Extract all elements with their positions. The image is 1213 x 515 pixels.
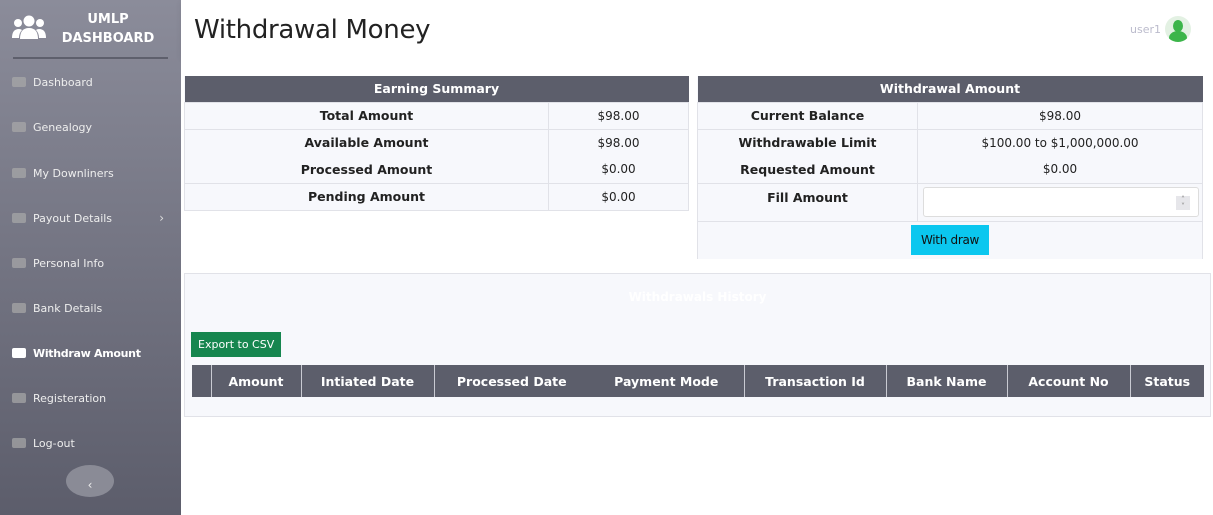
brand: UMLP DASHBOARD [0, 0, 181, 58]
withdrawals-history-title: Withdrawals History [628, 290, 767, 304]
main-content: Earning Summary Total Amount $98.00 Avail… [181, 57, 1213, 515]
row-value: $100.00 to $1,000,000.00 [917, 129, 1203, 156]
hierarchy-icon [12, 168, 26, 178]
withdrawal-amount-table: Withdrawal Amount Current Balance $98.00 … [697, 76, 1203, 259]
row-label: Available Amount [184, 129, 549, 156]
sitemap-icon [12, 122, 26, 132]
sidebar-item-label: Log-out [33, 436, 75, 450]
sidebar-item-label: Personal Info [33, 256, 105, 270]
money-icon [12, 213, 26, 223]
table-row: Withdrawable Limit $100.00 to $1,000,000.… [697, 129, 1203, 156]
chevron-right-icon: › [159, 211, 164, 225]
sidebar-item-label: Registeration [33, 391, 107, 405]
column-header-select [192, 365, 211, 397]
sidebar-item-withdraw-amount[interactable]: Withdraw Amount [12, 343, 172, 363]
row-value: $98.00 [548, 129, 689, 156]
user-icon [12, 258, 26, 268]
sidebar-item-label: Withdraw Amount [33, 346, 141, 360]
username[interactable]: user1 [1130, 23, 1161, 36]
table-row: Processed Amount $0.00 [184, 156, 689, 183]
table-row: Available Amount $98.00 [184, 129, 689, 156]
sidebar-item-label: My Downliners [33, 166, 114, 180]
collapse-sidebar-button[interactable]: ‹ [66, 465, 114, 497]
divider [13, 57, 168, 59]
sidebar-item-personal-info[interactable]: Personal Info [12, 253, 172, 273]
header: Withdrawal Money user1 [181, 0, 1213, 57]
number-spinner-icon[interactable]: ˄ ˅ [1176, 196, 1190, 211]
row-label: Requested Amount [697, 156, 918, 183]
sidebar-item-bank-details[interactable]: Bank Details [12, 298, 172, 318]
column-header-payment-mode[interactable]: Payment Mode [589, 365, 744, 397]
withdrawals-history-panel: Withdrawals History Export to CSV Amount… [184, 273, 1211, 417]
row-label: Pending Amount [184, 182, 549, 211]
sidebar: UMLP DASHBOARD Dashboard Genealogy My Dow… [0, 0, 181, 515]
column-header-amount[interactable]: Amount [210, 365, 301, 397]
row-value: $0.00 [548, 182, 689, 211]
brand-line1: UMLP [87, 12, 129, 27]
sidebar-item-registeration[interactable]: Registeration [12, 388, 172, 408]
sidebar-item-genealogy[interactable]: Genealogy [12, 117, 172, 137]
fill-amount-input[interactable]: ˄ ˅ [923, 187, 1199, 217]
wallet-icon [12, 348, 26, 358]
row-label: Processed Amount [184, 156, 549, 183]
column-header-transaction-id[interactable]: Transaction Id [743, 365, 886, 397]
sidebar-item-label: Dashboard [33, 75, 93, 89]
sidebar-item-my-downliners[interactable]: My Downliners [12, 163, 172, 183]
table-row: Pending Amount $0.00 [184, 182, 689, 211]
sign-in-icon [12, 393, 26, 403]
row-label: Withdrawable Limit [697, 129, 918, 156]
piggy-bank-icon [12, 303, 26, 313]
row-value: $98.00 [917, 101, 1203, 130]
sidebar-item-payout-details[interactable]: Payout Details › [12, 208, 172, 228]
users-icon [12, 15, 46, 39]
withdraw-button[interactable]: With draw [910, 225, 990, 256]
table-row: Fill Amount ˄ ˅ [697, 182, 1203, 222]
sidebar-item-label: Bank Details [33, 301, 103, 315]
sidebar-item-dashboard[interactable]: Dashboard [12, 72, 172, 92]
table-row: Requested Amount $0.00 [697, 156, 1203, 183]
column-header-initiated-date[interactable]: Intiated Date [300, 365, 434, 397]
row-label: Total Amount [184, 101, 549, 130]
page-title: Withdrawal Money [194, 15, 431, 45]
row-value: $0.00 [548, 156, 689, 183]
earning-summary-table: Earning Summary Total Amount $98.00 Avail… [184, 76, 689, 211]
row-value: $98.00 [548, 101, 689, 130]
table-row: Total Amount $98.00 [184, 101, 689, 130]
sidebar-item-label: Genealogy [33, 120, 93, 134]
export-csv-button[interactable]: Export to CSV [191, 332, 282, 357]
withdrawals-history-table: Amount Intiated Date Processed Date Paym… [192, 365, 1204, 397]
sidebar-item-label: Payout Details [33, 211, 113, 225]
column-header-account-no[interactable]: Account No [1006, 365, 1130, 397]
row-value: $0.00 [917, 156, 1203, 183]
table-row: Current Balance $98.00 [697, 101, 1203, 130]
row-label: Current Balance [697, 101, 918, 130]
sidebar-item-log-out[interactable]: Log-out [12, 433, 172, 453]
fill-amount-label: Fill Amount [697, 182, 918, 222]
earning-summary-title: Earning Summary [184, 76, 689, 102]
column-header-processed-date[interactable]: Processed Date [433, 365, 589, 397]
avatar[interactable] [1165, 16, 1191, 42]
withdrawal-amount-title: Withdrawal Amount [697, 76, 1203, 102]
column-header-bank-name[interactable]: Bank Name [885, 365, 1007, 397]
column-header-status[interactable]: Status [1129, 365, 1204, 397]
sign-out-icon [12, 438, 26, 448]
dashboard-icon [12, 77, 26, 87]
brand-line2: DASHBOARD [61, 31, 155, 46]
